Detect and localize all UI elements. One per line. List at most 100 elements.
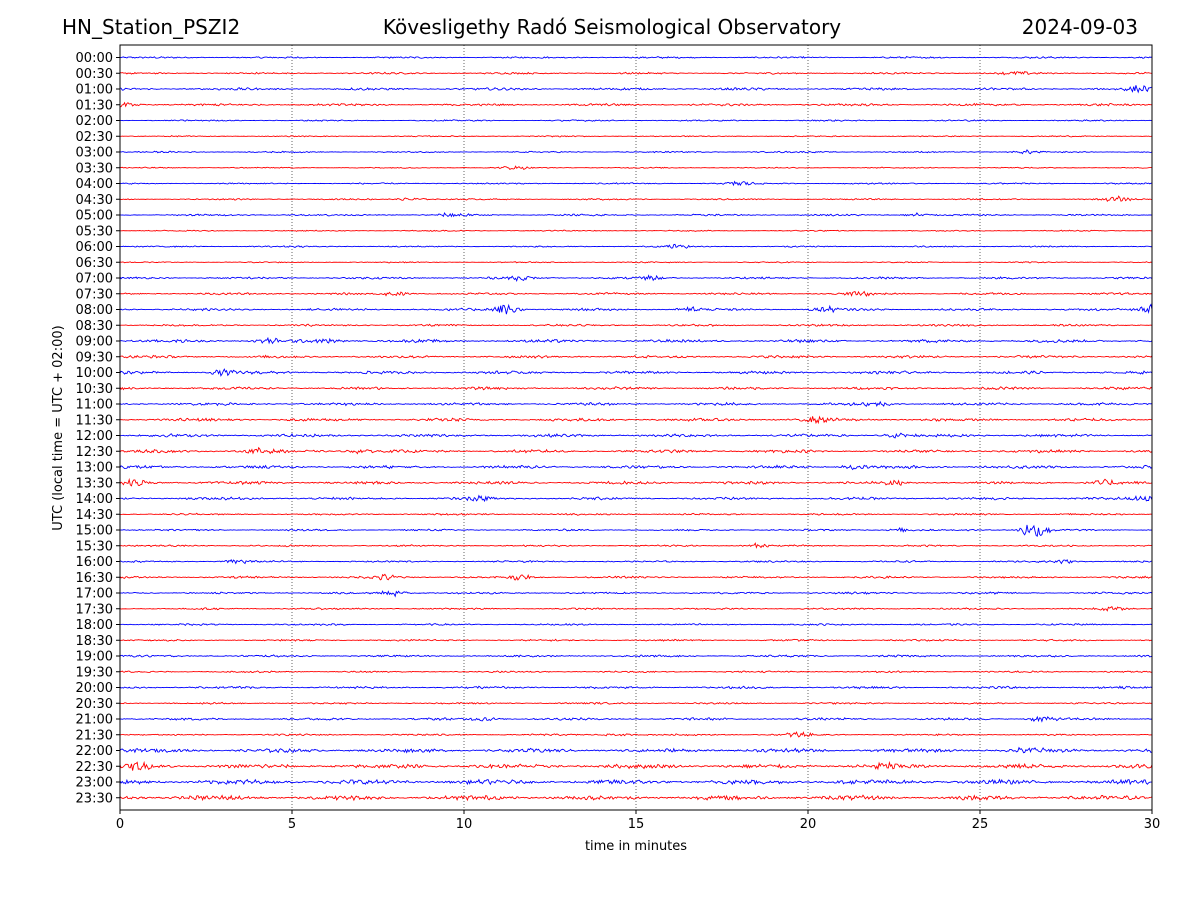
y-tick-label: 08:30 [76, 319, 113, 334]
trace-0330 [120, 165, 1153, 171]
trace-2300 [119, 778, 1152, 786]
trace-2100 [119, 715, 1153, 723]
trace-1500 [119, 524, 1153, 537]
y-tick-label: 15:30 [76, 539, 113, 554]
trace-0300 [119, 149, 1153, 155]
trace-1000 [119, 368, 1153, 377]
y-tick-label: 16:00 [76, 555, 113, 570]
y-tick-label: 17:30 [76, 602, 113, 617]
chart-date: 2024-09-03 [1021, 15, 1138, 39]
trace-1900 [119, 654, 1153, 658]
trace-0530 [119, 229, 1153, 232]
trace-1800 [119, 623, 1153, 627]
trace-0630 [119, 261, 1153, 264]
trace-1430 [119, 512, 1153, 516]
trace-1930 [119, 670, 1153, 674]
y-tick-label: 09:30 [76, 350, 113, 365]
trace-1300 [119, 464, 1153, 471]
y-tick-label: 05:00 [76, 209, 113, 224]
y-tick-label: 17:00 [76, 587, 113, 602]
y-tick-label: 11:30 [76, 413, 113, 428]
trace-1230 [119, 446, 1153, 455]
x-tick-label: 25 [972, 817, 989, 832]
y-tick-label: 10:30 [76, 382, 113, 397]
y-tick-label: 01:30 [76, 98, 113, 113]
trace-2330 [119, 794, 1153, 802]
seismic-traces [119, 56, 1153, 802]
trace-2130 [119, 731, 1153, 738]
y-tick-label: 02:30 [76, 130, 113, 145]
gridlines [291, 45, 981, 810]
trace-0230 [119, 135, 1153, 138]
trace-1030 [119, 386, 1153, 391]
y-tick-label: 20:00 [76, 681, 113, 696]
y-tick-label: 03:30 [76, 161, 113, 176]
y-axis-label: UTC (local time = UTC + 02:00) [51, 325, 66, 530]
x-tick-label: 20 [800, 817, 817, 832]
y-tick-label: 18:30 [76, 634, 113, 649]
x-tick-label: 5 [288, 817, 296, 832]
y-tick-label: 22:00 [76, 744, 113, 759]
x-tick-label: 0 [116, 817, 124, 832]
y-tick-label: 22:30 [76, 760, 113, 775]
y-tick-label: 23:00 [76, 776, 113, 791]
y-tick-label: 14:00 [76, 492, 113, 507]
trace-0730 [119, 290, 1153, 298]
trace-1600 [119, 558, 1153, 565]
trace-0030 [119, 70, 1153, 76]
y-tick-label: 04:30 [76, 193, 113, 208]
trace-2230 [119, 760, 1153, 771]
y-tick-label: 04:00 [76, 177, 113, 192]
y-tick-label: 11:00 [76, 398, 113, 413]
trace-0930 [119, 354, 1153, 359]
x-axis-ticks: 0 5 10 15 20 25 30 [116, 810, 1160, 832]
y-tick-label: 06:00 [76, 240, 113, 255]
trace-1530 [119, 542, 1153, 549]
trace-0000 [119, 56, 1153, 59]
trace-0700 [119, 274, 1153, 283]
trace-1330 [119, 477, 1153, 487]
trace-2030 [119, 701, 1153, 705]
trace-2000 [119, 685, 1153, 690]
y-tick-label: 07:30 [76, 287, 113, 302]
y-tick-label: 13:30 [76, 476, 113, 491]
trace-1630 [119, 573, 1153, 581]
trace-1130 [119, 415, 1153, 425]
y-tick-label: 05:30 [76, 224, 113, 239]
trace-1400 [119, 494, 1153, 503]
y-tick-label: 10:00 [76, 366, 113, 381]
x-axis-label: time in minutes [585, 839, 687, 854]
trace-0200 [119, 119, 1153, 122]
chart-title: Kövesligethy Radó Seismological Observat… [382, 15, 842, 39]
trace-0400 [119, 180, 1153, 187]
x-tick-label: 15 [628, 817, 645, 832]
trace-0900 [119, 336, 1153, 345]
trace-1200 [119, 432, 1153, 439]
y-tick-label: 03:00 [76, 146, 113, 161]
y-tick-label: 20:30 [76, 697, 113, 712]
trace-0600 [119, 243, 1153, 249]
y-tick-label: 21:30 [76, 728, 113, 743]
y-tick-label: 00:30 [76, 67, 113, 82]
trace-0800 [119, 303, 1153, 315]
y-tick-label: 07:00 [76, 272, 113, 287]
y-tick-label: 23:30 [76, 791, 113, 806]
y-tick-label: 18:00 [76, 618, 113, 633]
y-tick-label: 12:00 [76, 429, 113, 444]
station-name: HN_Station_PSZI2 [62, 15, 241, 39]
trace-1830 [119, 638, 1153, 642]
y-tick-label: 12:30 [76, 445, 113, 460]
y-tick-label: 14:30 [76, 508, 113, 523]
y-axis-ticks: 00:0000:3001:0001:3002:0002:3003:0003:30… [76, 51, 120, 806]
trace-1100 [119, 400, 1153, 408]
y-tick-label: 19:30 [76, 665, 113, 680]
trace-1700 [119, 590, 1153, 598]
y-tick-label: 16:30 [76, 571, 113, 586]
trace-0830 [119, 323, 1153, 327]
trace-2200 [119, 746, 1153, 754]
y-tick-label: 02:00 [76, 114, 113, 129]
trace-0430 [119, 195, 1153, 202]
trace-1730 [119, 606, 1153, 612]
y-tick-label: 15:00 [76, 524, 113, 539]
